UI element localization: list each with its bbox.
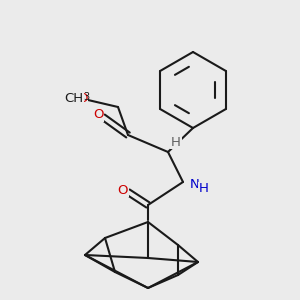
Text: O: O — [93, 109, 103, 122]
Text: H: H — [199, 182, 209, 196]
Text: N: N — [190, 178, 200, 191]
Text: H: H — [171, 136, 181, 148]
Text: O: O — [77, 92, 87, 104]
Text: 3: 3 — [83, 92, 89, 102]
Text: CH: CH — [64, 92, 84, 104]
Text: O: O — [118, 184, 128, 196]
